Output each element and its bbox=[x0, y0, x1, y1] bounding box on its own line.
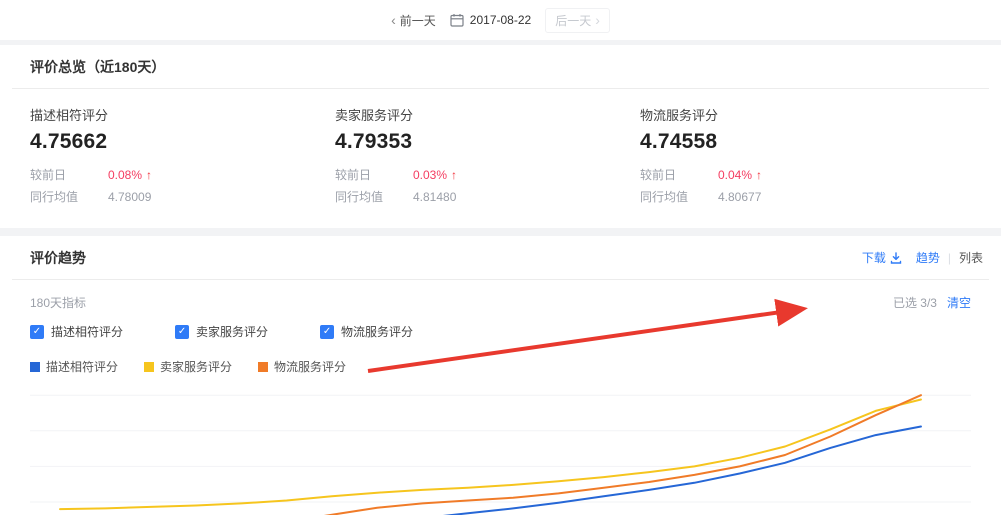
peer-average-label: 同行均值 bbox=[30, 190, 79, 204]
trend-filters: 180天指标 已选 3/3 清空 ✓ 描述相符评分 ✓ 卖家服务评分 ✓ 物流服… bbox=[0, 280, 1001, 375]
prev-day-button[interactable]: ‹ 前一天 bbox=[391, 12, 436, 29]
chevron-right-icon: › bbox=[595, 12, 600, 28]
metric-value: 4.74558 bbox=[640, 130, 718, 153]
metric-value: 4.79353 bbox=[335, 130, 413, 153]
checkbox-checked-icon: ✓ bbox=[175, 324, 190, 339]
view-trend-tab[interactable]: 趋势 bbox=[915, 251, 940, 265]
legend-label: 卖家服务评分 bbox=[160, 360, 233, 374]
metric-value: 4.75662 bbox=[30, 130, 108, 153]
metric-card-logistics-service: 物流服务评分 4.74558 较前日 0.04% ↑ 同行均值 4.80677 bbox=[640, 105, 945, 210]
next-day-button[interactable]: 后一天 › bbox=[545, 7, 610, 33]
peer-average-value: 4.80677 bbox=[718, 189, 762, 204]
legend-swatch bbox=[30, 361, 40, 372]
trend-section: 评价趋势 下载 趋势 | 列表 180天指标 已选 3/3 清空 bbox=[0, 236, 1001, 515]
download-label: 下载 bbox=[861, 251, 886, 265]
up-arrow-icon: ↑ bbox=[146, 167, 153, 182]
metric-label: 物流服务评分 bbox=[640, 108, 719, 123]
filter-checkbox-seller-service[interactable]: ✓ 卖家服务评分 bbox=[175, 323, 268, 340]
date-picker[interactable]: 2017-08-22 bbox=[450, 13, 531, 27]
filter-checkbox-row: ✓ 描述相符评分 ✓ 卖家服务评分 ✓ 物流服务评分 bbox=[30, 323, 971, 340]
day-change-value: 0.03% bbox=[413, 167, 448, 182]
overview-section: 评价总览（近180天） 描述相符评分 4.75662 较前日 0.08% ↑ 同… bbox=[0, 45, 1001, 228]
checkbox-checked-icon: ✓ bbox=[30, 324, 44, 339]
peer-average-label: 同行均值 bbox=[640, 190, 689, 204]
overview-metrics: 描述相符评分 4.75662 较前日 0.08% ↑ 同行均值 4.78009 … bbox=[0, 89, 1001, 228]
filter-label: 描述相符评分 bbox=[51, 325, 124, 339]
legend-item-description: 描述相符评分 bbox=[30, 358, 118, 375]
filter-label: 物流服务评分 bbox=[341, 325, 414, 339]
day-change-label: 较前日 bbox=[640, 168, 677, 182]
date-navigation-bar: ‹ 前一天 2017-08-22 后一天 › bbox=[0, 0, 1001, 40]
trend-chart-area bbox=[0, 375, 1001, 515]
next-day-label: 后一天 bbox=[555, 13, 592, 28]
day-change-label: 较前日 bbox=[335, 168, 372, 182]
view-list-tab[interactable]: 列表 bbox=[958, 251, 983, 265]
trend-line-chart bbox=[30, 394, 971, 515]
filter-checkbox-description[interactable]: ✓ 描述相符评分 bbox=[30, 323, 123, 340]
chart-legend: 描述相符评分 卖家服务评分 物流服务评分 bbox=[30, 358, 971, 375]
peer-average-value: 4.78009 bbox=[108, 189, 152, 204]
chevron-left-icon: ‹ bbox=[391, 12, 396, 28]
clear-selection-button[interactable]: 清空 bbox=[946, 296, 971, 310]
metric-card-description: 描述相符评分 4.75662 较前日 0.08% ↑ 同行均值 4.78009 bbox=[30, 105, 335, 210]
legend-swatch bbox=[258, 361, 269, 372]
day-change-value: 0.04% bbox=[718, 167, 753, 182]
legend-label: 物流服务评分 bbox=[274, 360, 347, 374]
trend-actions: 下载 趋势 | 列表 bbox=[862, 249, 983, 266]
download-icon bbox=[890, 251, 902, 264]
filter-checkbox-logistics-service[interactable]: ✓ 物流服务评分 bbox=[320, 323, 413, 340]
legend-swatch bbox=[144, 361, 155, 372]
selected-count: 已选 3/3 bbox=[892, 296, 937, 310]
metric-card-seller-service: 卖家服务评分 4.79353 较前日 0.03% ↑ 同行均值 4.81480 bbox=[335, 105, 640, 210]
period-label: 180天指标 bbox=[30, 296, 87, 310]
up-arrow-icon: ↑ bbox=[451, 167, 458, 182]
peer-average-label: 同行均值 bbox=[335, 190, 384, 204]
section-divider bbox=[0, 228, 1001, 236]
legend-item-logistics-service: 物流服务评分 bbox=[258, 358, 346, 375]
day-change-label: 较前日 bbox=[30, 168, 67, 182]
checkbox-checked-icon: ✓ bbox=[320, 324, 335, 339]
legend-label: 描述相符评分 bbox=[46, 360, 119, 374]
section-divider bbox=[0, 40, 1001, 45]
pipe-divider: | bbox=[947, 250, 951, 265]
trend-header: 评价趋势 下载 趋势 | 列表 bbox=[12, 236, 989, 280]
prev-day-label: 前一天 bbox=[399, 13, 436, 28]
download-button[interactable]: 下载 bbox=[862, 249, 902, 266]
view-toggle: 趋势 | 列表 bbox=[916, 249, 983, 266]
metric-label: 描述相符评分 bbox=[30, 108, 109, 123]
peer-average-value: 4.81480 bbox=[413, 189, 457, 204]
current-date: 2017-08-22 bbox=[469, 13, 532, 27]
filter-label: 卖家服务评分 bbox=[196, 325, 269, 339]
day-change-value: 0.08% bbox=[108, 167, 143, 182]
trend-title: 评价趋势 bbox=[30, 249, 86, 266]
metric-label: 卖家服务评分 bbox=[335, 108, 414, 123]
legend-item-seller-service: 卖家服务评分 bbox=[144, 358, 232, 375]
overview-title: 评价总览（近180天） bbox=[12, 45, 989, 89]
calendar-icon bbox=[450, 14, 464, 27]
up-arrow-icon: ↑ bbox=[756, 167, 763, 182]
